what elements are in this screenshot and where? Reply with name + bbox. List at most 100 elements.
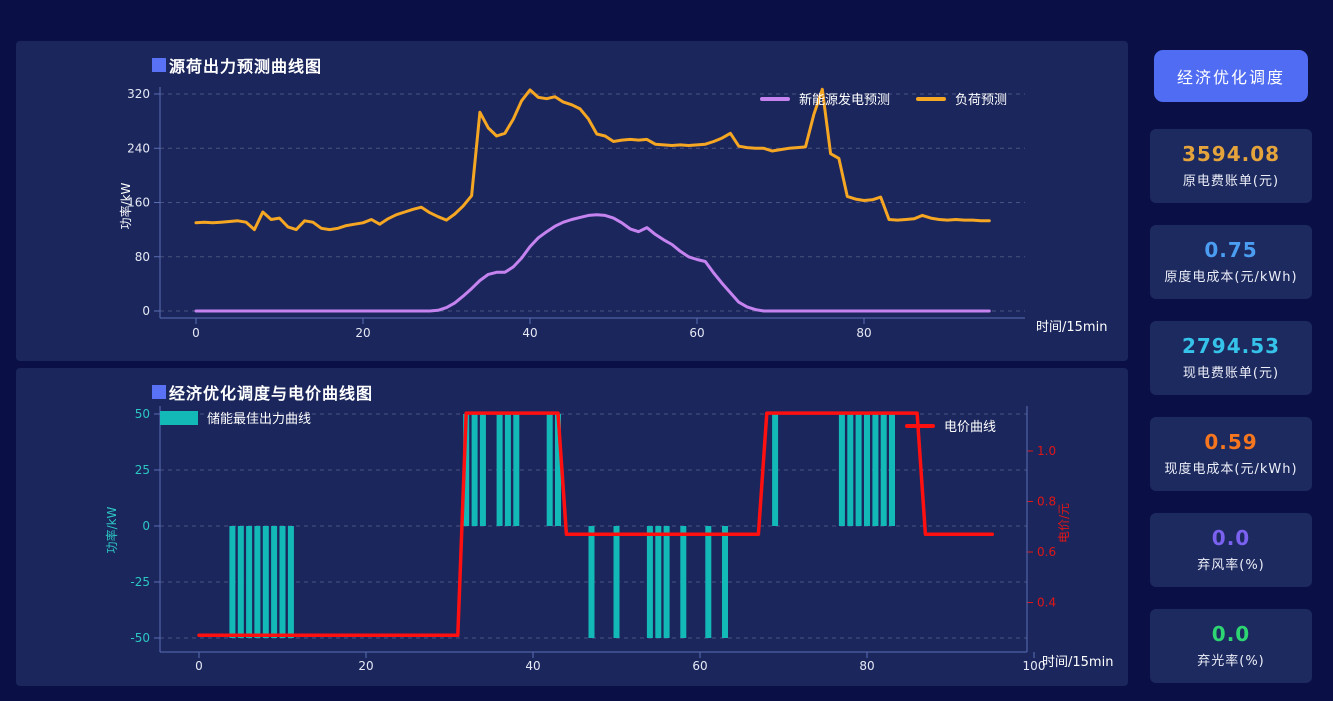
summary-sidebar: 经济优化调度 3594.08 原电费账单(元) 0.75 原度电成本(元/kWh… [1150,50,1312,683]
storage-bar [838,414,845,526]
load-forecast-line [194,87,991,232]
y-left-tick-label: -25 [130,575,150,589]
stat-value: 0.59 [1204,430,1258,454]
stat-label: 原度电成本(元/kWh) [1164,270,1298,285]
storage-bar [864,414,870,526]
stat-value: 0.75 [1204,238,1258,262]
storage-bar [546,414,553,526]
y-right-axis-title: 电价/元 [1057,503,1071,543]
renewable-forecast-line [194,213,991,313]
stat-card-solar-curtailment: 0.0 弃光率(%) [1150,609,1312,683]
storage-bar [722,526,728,638]
storage-bar-swatch-icon [160,410,198,425]
stat-value: 0.0 [1211,622,1251,646]
stat-card-current-unit-cost: 0.59 现度电成本(元/kWh) [1150,417,1312,491]
legend-label: 负荷预测 [955,93,1008,108]
y-right-tick-label: 0.6 [1037,545,1056,559]
storage-bar [287,526,294,638]
stat-label: 原电费账单(元) [1182,174,1280,189]
legend-renewable-forecast[interactable]: 新能源发电预测 [760,89,890,108]
chart-title-dispatch-price: 经济优化调度与电价曲线图 [152,380,373,404]
x-tick-label: 100 [1023,659,1046,673]
dispatch-price-panel: -50 -25 0 25 50 0.4 0.6 0.8 1.0 0 20 40 60 80 100 时间/15… [16,368,1128,686]
x-tick-label: 40 [522,326,537,340]
legend-label: 新能源发电预测 [799,93,891,108]
x-tick-label: 80 [856,326,871,340]
storage-bar [613,526,620,638]
source-load-forecast-panel: 0 80 160 240 320 0 20 40 60 80 时间/15min 功率/kW 源荷出力预… [16,41,1128,361]
y-left-axis-title: 功率/kW [104,506,119,553]
stat-label: 现电费账单(元) [1182,366,1280,381]
storage-bar [246,526,253,638]
storage-bar [880,414,887,526]
y-right-tick-label: 0.4 [1037,596,1056,610]
storage-bar [663,526,670,638]
storage-bar [513,414,520,526]
load-line-swatch-icon [916,96,947,101]
stat-label: 现度电成本(元/kWh) [1164,462,1298,477]
storage-bar [772,414,779,526]
y-tick-label: 240 [127,141,150,155]
y-left-tick-label: 50 [135,407,150,421]
storage-bar [471,414,478,526]
y-right-tick-label: 1.0 [1037,444,1056,458]
stat-value: 3594.08 [1181,142,1281,166]
storage-bar [855,414,862,526]
x-tick-label: 0 [192,326,200,340]
x-tick-label: 20 [358,659,373,673]
legend-label: 电价曲线 [944,420,997,435]
storage-bar [705,526,712,638]
legend-price-curve[interactable]: 电价曲线 [905,416,996,435]
stat-value: 0.0 [1211,526,1251,550]
storage-legend: 储能最佳出力曲线 [160,408,311,427]
top-chart-legend: 新能源发电预测 负荷预测 [760,89,1007,108]
storage-bar [555,414,561,526]
y-left-tick-label: 25 [135,463,150,477]
legend-storage-output[interactable]: 储能最佳出力曲线 [160,408,311,427]
y-left-tick-label: -50 [130,631,150,645]
title-square-icon [152,58,166,72]
source-load-forecast-chart: 0 80 160 240 320 0 20 40 60 80 时间/15min 功率/kW [118,87,1107,340]
storage-bar [463,414,470,526]
storage-output-bars [229,414,895,638]
stat-card-wind-curtailment: 0.0 弃风率(%) [1150,513,1312,587]
storage-bar [262,526,269,638]
title-square-icon [152,385,166,399]
storage-bar [279,526,286,638]
x-axis-title: 时间/15min [1042,655,1113,670]
y-tick-label: 80 [135,250,150,264]
stat-value: 2794.53 [1181,334,1281,358]
storage-bar [237,526,244,638]
legend-load-forecast[interactable]: 负荷预测 [916,89,1007,108]
stat-label: 弃风率(%) [1197,558,1265,573]
stat-card-original-bill: 3594.08 原电费账单(元) [1150,129,1312,203]
legend-label: 储能最佳出力曲线 [207,412,312,427]
y-right-tick-label: 0.8 [1037,495,1056,509]
y-tick-label: 320 [127,87,150,101]
renewable-line-swatch-icon [760,96,790,101]
storage-bar [847,414,854,526]
storage-bar [680,526,687,638]
x-tick-label: 60 [689,326,704,340]
x-tick-label: 60 [692,659,707,673]
storage-bar [254,526,261,638]
stat-card-current-bill: 2794.53 现电费账单(元) [1150,321,1312,395]
storage-bar [646,526,653,638]
storage-bar [271,526,278,638]
stat-card-original-unit-cost: 0.75 原度电成本(元/kWh) [1150,225,1312,299]
y-tick-label: 0 [142,304,150,318]
economic-dispatch-button[interactable]: 经济优化调度 [1154,50,1308,102]
chart-title-text: 经济优化调度与电价曲线图 [169,384,374,403]
storage-bar [504,414,511,526]
x-tick-label: 40 [525,659,540,673]
storage-bar [229,526,236,638]
storage-bar [655,526,662,638]
x-tick-label: 80 [859,659,874,673]
chart-title-text: 源荷出力预测曲线图 [169,57,323,76]
y-axis-title: 功率/kW [118,182,133,229]
x-tick-label: 0 [195,659,203,673]
y-tick-label: 160 [127,196,150,210]
x-tick-label: 20 [355,326,370,340]
storage-bar [479,414,486,526]
